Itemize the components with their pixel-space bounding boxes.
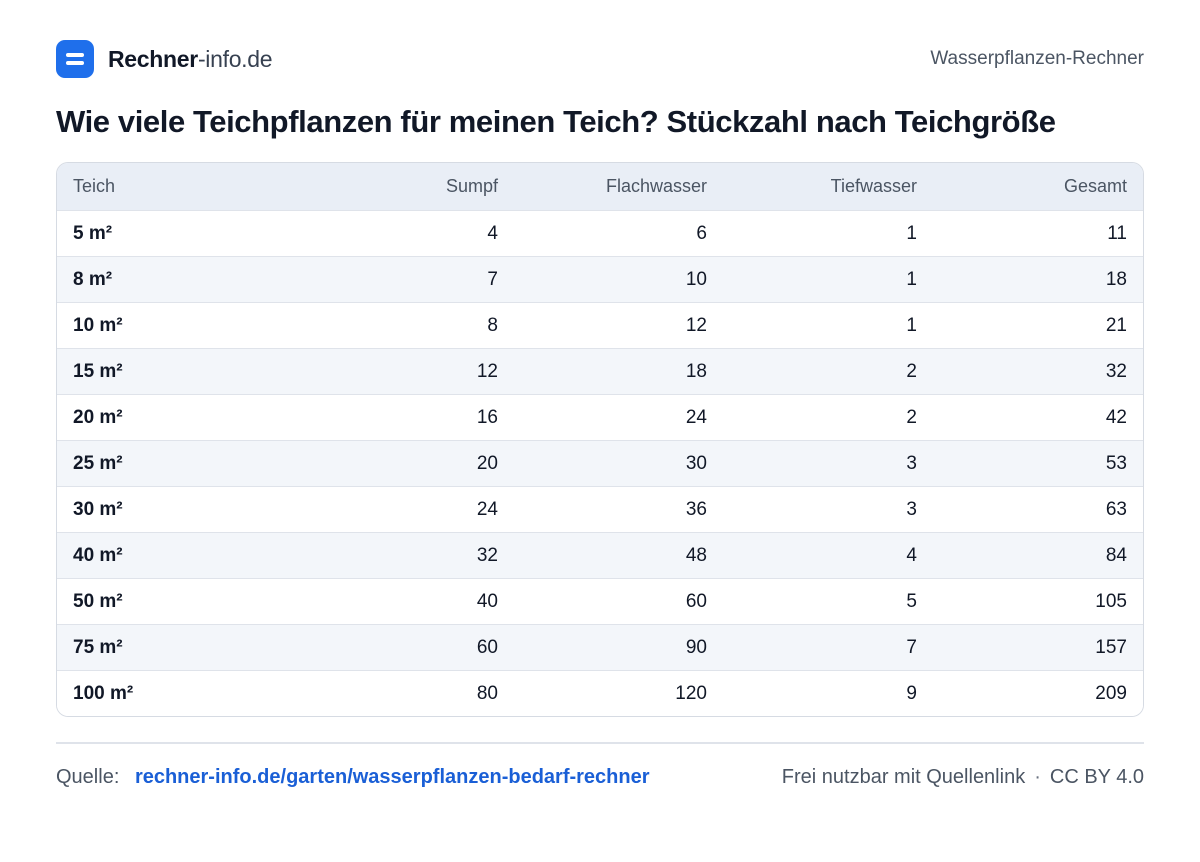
value-cell: 3 — [723, 486, 933, 533]
column-header-sumpf: Sumpf — [297, 163, 514, 211]
value-cell: 32 — [297, 532, 514, 579]
row-label-cell: 40 m² — [57, 532, 297, 579]
value-cell: 30 — [514, 440, 723, 487]
value-cell: 1 — [723, 302, 933, 349]
table-row: 15 m² 12 18 2 32 — [57, 348, 1143, 395]
row-label-cell: 100 m² — [57, 670, 297, 716]
value-cell: 5 — [723, 578, 933, 625]
table-row: 50 m² 40 60 5 105 — [57, 578, 1143, 625]
brand-name: Rechner-info.de — [108, 45, 273, 73]
value-cell: 20 — [297, 440, 514, 487]
brand-name-strong: Rechner — [108, 45, 198, 72]
plants-table: Teich Sumpf Flachwasser Tiefwasser Gesam… — [56, 162, 1144, 717]
brand-name-light: -info.de — [197, 45, 273, 72]
value-cell: 4 — [723, 532, 933, 579]
column-header-gesamt: Gesamt — [933, 163, 1143, 211]
column-header-teich: Teich — [57, 163, 297, 211]
page-header: Rechner-info.de Wasserpflanzen-Rechner — [56, 40, 1144, 78]
value-cell: 18 — [514, 348, 723, 395]
table-row: 100 m² 80 120 9 209 — [57, 670, 1143, 716]
value-cell: 7 — [723, 624, 933, 671]
table-row: 10 m² 8 12 1 21 — [57, 302, 1143, 349]
value-cell: 7 — [297, 256, 514, 303]
table-header-row: Teich Sumpf Flachwasser Tiefwasser Gesam… — [57, 163, 1143, 211]
brand[interactable]: Rechner-info.de — [56, 40, 273, 78]
table-row: 25 m² 20 30 3 53 — [57, 440, 1143, 487]
row-label-cell: 30 m² — [57, 486, 297, 533]
value-cell: 36 — [514, 486, 723, 533]
license-text: Frei nutzbar mit Quellenlink — [781, 766, 1026, 788]
row-label-cell: 15 m² — [57, 348, 297, 395]
row-label-cell: 25 m² — [57, 440, 297, 487]
table-body: 5 m² 4 6 1 11 8 m² 7 10 1 18 10 m² 8 12 1 21 15 m² 12 18 2… — [57, 210, 1143, 716]
page-footer: Quelle: rechner-info.de/garten/wasserpfl… — [56, 766, 1144, 789]
value-cell: 4 — [297, 210, 514, 257]
value-cell: 63 — [933, 486, 1143, 533]
value-cell: 80 — [297, 670, 514, 716]
value-cell: 24 — [514, 394, 723, 441]
value-cell: 60 — [514, 578, 723, 625]
row-label-cell: 75 m² — [57, 624, 297, 671]
column-header-tiefwasser: Tiefwasser — [723, 163, 933, 211]
calculator-name: Wasserpflanzen-Rechner — [930, 48, 1144, 69]
column-header-flachwasser: Flachwasser — [514, 163, 723, 211]
value-cell: 105 — [933, 578, 1143, 625]
value-cell: 1 — [723, 256, 933, 303]
value-cell: 8 — [297, 302, 514, 349]
table-row: 75 m² 60 90 7 157 — [57, 624, 1143, 671]
value-cell: 18 — [933, 256, 1143, 303]
license-badge: CC BY 4.0 — [1049, 766, 1144, 788]
value-cell: 11 — [933, 210, 1143, 257]
table-row: 8 m² 7 10 1 18 — [57, 256, 1143, 303]
row-label-cell: 50 m² — [57, 578, 297, 625]
value-cell: 84 — [933, 532, 1143, 579]
equals-icon — [56, 40, 94, 78]
value-cell: 120 — [514, 670, 723, 716]
value-cell: 60 — [297, 624, 514, 671]
row-label-cell: 20 m² — [57, 394, 297, 441]
value-cell: 40 — [297, 578, 514, 625]
value-cell: 1 — [723, 210, 933, 257]
value-cell: 16 — [297, 394, 514, 441]
table-row: 20 m² 16 24 2 42 — [57, 394, 1143, 441]
license-info: Frei nutzbar mit Quellenlink · CC BY 4.0 — [782, 766, 1144, 789]
value-cell: 157 — [933, 624, 1143, 671]
value-cell: 21 — [933, 302, 1143, 349]
row-label-cell: 10 m² — [57, 302, 297, 349]
value-cell: 6 — [514, 210, 723, 257]
table-row: 30 m² 24 36 3 63 — [57, 486, 1143, 533]
value-cell: 90 — [514, 624, 723, 671]
source-label: Quelle: — [56, 766, 120, 788]
value-cell: 3 — [723, 440, 933, 487]
table-row: 5 m² 4 6 1 11 — [57, 210, 1143, 257]
footer-divider — [56, 742, 1144, 744]
table-row: 40 m² 32 48 4 84 — [57, 532, 1143, 579]
source-link[interactable]: rechner-info.de/garten/wasserpflanzen-be… — [134, 766, 650, 788]
row-label-cell: 5 m² — [57, 210, 297, 257]
value-cell: 53 — [933, 440, 1143, 487]
value-cell: 12 — [297, 348, 514, 395]
value-cell: 2 — [723, 348, 933, 395]
value-cell: 42 — [933, 394, 1143, 441]
license-separator: · — [1034, 766, 1041, 788]
value-cell: 24 — [297, 486, 514, 533]
value-cell: 12 — [514, 302, 723, 349]
source: Quelle: rechner-info.de/garten/wasserpfl… — [56, 766, 650, 789]
value-cell: 209 — [933, 670, 1143, 716]
value-cell: 32 — [933, 348, 1143, 395]
row-label-cell: 8 m² — [57, 256, 297, 303]
page-title: Wie viele Teichpflanzen für meinen Teich… — [56, 104, 1056, 139]
value-cell: 2 — [723, 394, 933, 441]
value-cell: 9 — [723, 670, 933, 716]
value-cell: 48 — [514, 532, 723, 579]
value-cell: 10 — [514, 256, 723, 303]
